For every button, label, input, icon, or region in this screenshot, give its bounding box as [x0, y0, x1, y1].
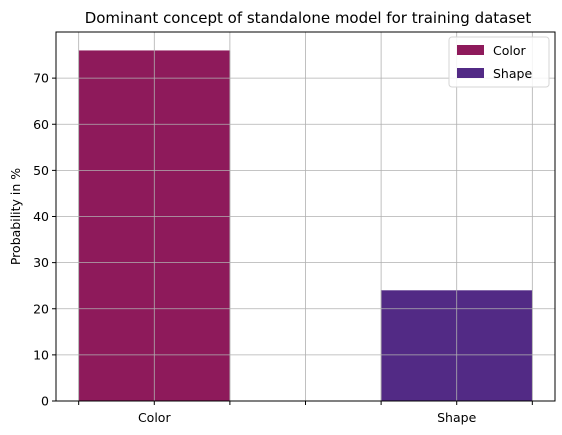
chart-title: Dominant concept of standalone model for… [85, 9, 532, 27]
y-tick-label: 0 [41, 394, 49, 409]
y-tick-label: 40 [33, 209, 49, 224]
y-tick-label: 60 [33, 117, 49, 132]
y-axis-label: Probability in % [8, 168, 23, 265]
y-tick-label: 50 [33, 163, 49, 178]
legend-swatch [457, 68, 484, 78]
y-tick-label: 70 [33, 71, 49, 86]
bars [78, 50, 533, 401]
legend-label: Shape [493, 66, 532, 81]
legend-swatch [457, 45, 484, 55]
legend-label: Color [493, 43, 526, 58]
x-tick-label: Color [138, 410, 171, 425]
x-axis-ticks: Color Shape [78, 401, 533, 425]
x-tick-label: Shape [437, 410, 476, 425]
y-axis-ticks: 0 10 20 30 40 50 60 70 [33, 71, 56, 409]
y-tick-label: 20 [33, 301, 49, 316]
y-tick-label: 30 [33, 255, 49, 270]
legend: Color Shape [448, 36, 550, 88]
y-tick-label: 10 [33, 347, 49, 362]
